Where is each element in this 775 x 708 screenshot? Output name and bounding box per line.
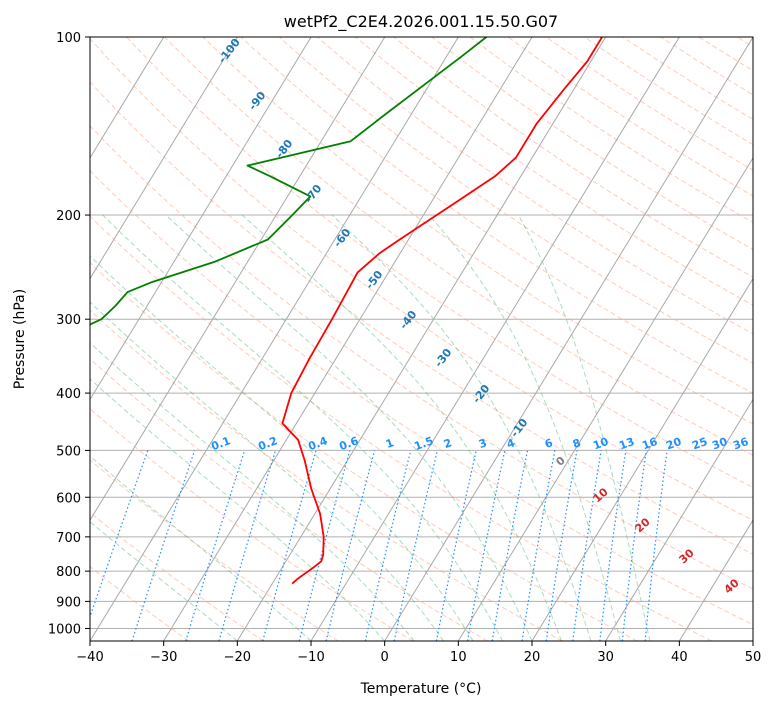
- isotherm-line: [310, 37, 680, 641]
- mixing-ratio-label: 0.4: [306, 434, 329, 453]
- y-tick-label: 900: [56, 595, 81, 610]
- y-tick-label: 600: [56, 491, 81, 506]
- moist-adiabat: [90, 255, 474, 641]
- mixing-ratio-label: 2: [442, 436, 454, 451]
- y-tick-label: 200: [56, 209, 81, 224]
- mixing-ratio-label: 1.5: [412, 434, 435, 453]
- x-tick-label: 40: [671, 650, 688, 665]
- isotherm-line: [457, 156, 753, 641]
- mixing-ratio-label: 0.2: [256, 434, 279, 453]
- mixing-ratio-line: [621, 450, 647, 641]
- y-axis: 100 200 300 400 500 600 700 800 900 1000: [48, 31, 90, 637]
- dry-adiabat: [90, 38, 753, 521]
- y-tick-label: 500: [56, 444, 81, 459]
- x-tick-label: −20: [224, 650, 251, 665]
- isotherm-line: [90, 37, 312, 401]
- dry-adiabat: [90, 511, 264, 641]
- dry-adiabat: [126, 37, 753, 488]
- mixing-ratio-line: [218, 450, 276, 641]
- y-axis-title: Pressure (hPa): [12, 289, 28, 389]
- mixing-ratio-label: 10: [591, 435, 610, 453]
- moist-adiabat: [90, 455, 312, 641]
- moist-adiabat: [517, 214, 651, 641]
- moist-adiabat: [165, 214, 533, 641]
- mixing-ratio-label: 20: [664, 435, 683, 453]
- x-tick-label: 0: [381, 650, 389, 665]
- x-tick-label: 30: [597, 650, 614, 665]
- isotherm-line: [90, 37, 238, 280]
- y-tick-label: 800: [56, 565, 81, 580]
- isotherm-line: [531, 277, 753, 641]
- x-tick-label: 10: [450, 650, 467, 665]
- y-tick-label: 300: [56, 313, 81, 328]
- mixing-ratio-line: [185, 450, 246, 641]
- isotherm-line: [90, 37, 165, 159]
- moist-adiabat: [102, 214, 503, 641]
- dry-adiabat: [90, 169, 753, 626]
- mixing-ratio-label: 30: [710, 435, 729, 453]
- mixing-ratio-line: [572, 450, 602, 641]
- x-tick-label: 50: [745, 650, 762, 665]
- mixing-ratio-label: 4: [505, 436, 517, 451]
- mixing-ratio-line: [364, 450, 412, 641]
- mixing-ratio-line: [521, 450, 556, 641]
- dry-adiabat: [90, 125, 753, 590]
- isotherm-line: [90, 37, 459, 641]
- dry-adiabat: [90, 358, 488, 641]
- mixing-ratio-label: 3: [477, 436, 489, 451]
- isotherm-line: [236, 37, 607, 641]
- dry-adiabat: [90, 261, 638, 641]
- x-tick-label: 20: [524, 650, 541, 665]
- mixing-ratio-line: [545, 450, 578, 641]
- plot-frame: [89, 36, 754, 642]
- y-tick-label: 100: [56, 31, 81, 46]
- mixing-ratio-line: [325, 450, 376, 641]
- x-tick-label: −40: [76, 650, 103, 665]
- moist-adiabat: [90, 378, 386, 641]
- mixing-ratio-line: [131, 450, 196, 641]
- isotherm-line: [163, 37, 533, 641]
- dewpoint-profile: [90, 37, 487, 326]
- mixing-ratio-label: 16: [640, 435, 659, 453]
- dry-adiabat: [90, 459, 339, 641]
- background-lines: [90, 37, 753, 641]
- isotherm-line: [678, 519, 753, 641]
- x-axis-title: Temperature (°C): [360, 681, 482, 697]
- isotherm-line: [605, 398, 753, 641]
- moist-adiabat: [428, 214, 621, 641]
- line-labels: -100-90-80-70-60-50-40-30-20-100.1 0.2 0.4…: [209, 36, 750, 597]
- isotherm-line: [90, 37, 386, 522]
- moist-adiabat: [241, 214, 562, 641]
- mixing-ratio-label: 13: [617, 435, 636, 452]
- dry-adiabat: [202, 37, 753, 425]
- x-axis: −40 −30 −20 −10 0 10 20 30 40 50: [76, 641, 761, 665]
- x-tick-label: −10: [297, 650, 324, 665]
- moist-adiabat: [90, 301, 444, 641]
- mixing-ratio-label: 8: [571, 436, 583, 451]
- mixing-ratio-label: 25: [690, 435, 709, 452]
- mixing-ratio-label: 6: [543, 436, 555, 451]
- mixing-ratio-label: 0.6: [337, 434, 360, 453]
- mixing-ratio-label: 36: [731, 435, 750, 453]
- x-tick-label: −30: [150, 650, 177, 665]
- y-tick-label: 400: [56, 387, 81, 402]
- moist-adiabat: [90, 342, 415, 641]
- dry-adiabat: [355, 37, 753, 306]
- temperature-profile: [281, 37, 603, 585]
- moist-adiabat: [90, 521, 238, 641]
- series-layer: [90, 37, 603, 585]
- mixing-ratio-line: [644, 450, 668, 641]
- mixing-ratio-line: [599, 450, 627, 641]
- dry-adiabat: [90, 215, 712, 641]
- chart-title: wetPf2_C2E4.2026.001.15.50.G07: [284, 12, 558, 32]
- mixing-ratio-label: 0.1: [209, 434, 232, 453]
- y-tick-label: 1000: [48, 622, 81, 637]
- mixing-ratio-label: 1: [384, 436, 396, 451]
- dry-adiabat: [240, 37, 753, 394]
- y-tick-label: 700: [56, 531, 81, 546]
- isotherm-line: [384, 37, 753, 641]
- mixing-ratio-line: [262, 450, 317, 641]
